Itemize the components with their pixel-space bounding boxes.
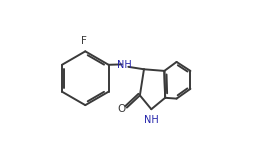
Text: O: O [118,104,126,114]
Text: NH: NH [117,60,132,70]
Text: NH: NH [144,115,159,125]
Text: F: F [81,36,87,46]
